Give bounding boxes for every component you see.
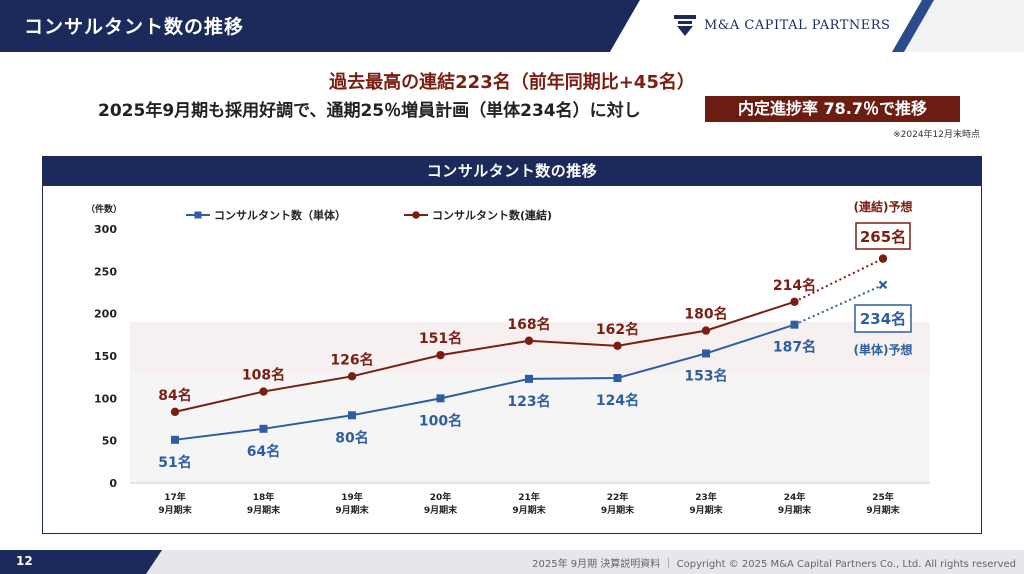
data-point (171, 435, 179, 444)
data-point (613, 341, 622, 351)
data-point (170, 407, 180, 417)
x-tick-label: 18年 9月期末 (247, 491, 281, 516)
data-point (436, 394, 445, 403)
data-label: 162名 (596, 321, 639, 338)
data-label: 124名 (596, 392, 639, 409)
data-point (259, 424, 268, 433)
legend-marker (194, 211, 202, 219)
data-point (347, 372, 357, 381)
x-tick-label: 23年 9月期末 (689, 491, 723, 516)
footer: 12 2025年 9月期 決算説明資料 ｜ Copyright © 2025 M… (0, 550, 1024, 574)
data-point (790, 297, 799, 307)
forecast-box-consolidated (855, 222, 911, 250)
forecast-annotation-consolidated: (連結)予想 (854, 199, 913, 214)
series-forecast-line (794, 257, 884, 303)
legend-label: コンサルタント数(連結) (432, 208, 552, 222)
data-label: 84名 (158, 387, 191, 404)
data-label: 151名 (419, 330, 462, 347)
data-point (613, 374, 622, 383)
headline: 過去最高の連結223名（前年同期比+45名） (329, 72, 695, 93)
x-tick-label: 17年 9月期末 (158, 491, 192, 516)
y-tick-label: 100 (94, 392, 117, 405)
plot-band-tint (130, 322, 930, 373)
logo-text: M&A CAPITAL PARTNERS (704, 17, 891, 33)
data-label: 108名 (242, 367, 285, 384)
y-tick-label: 50 (102, 435, 118, 448)
forecast-box-standalone (854, 304, 912, 333)
data-label: 64名 (247, 443, 280, 460)
page-title: コンサルタント数の推移 (24, 16, 245, 38)
logo-mark-icon (674, 15, 696, 36)
data-label: 187名 (773, 339, 816, 356)
data-label: 214名 (773, 277, 816, 294)
forecast-annotation-standalone: (単体)予想 (854, 342, 913, 357)
data-label: 168名 (507, 316, 550, 333)
top-bar (0, 0, 1024, 52)
data-label: 123名 (507, 393, 550, 410)
x-tick-label: 22年 9月期末 (601, 491, 635, 516)
data-point (878, 280, 888, 290)
series-line (174, 323, 795, 441)
data-label: 80名 (335, 429, 368, 446)
series-forecast-line (794, 283, 884, 326)
x-tick-label: 19年 9月期末 (335, 491, 369, 516)
data-label: 51名 (158, 454, 191, 471)
data-label-forecast-standalone: 234名 (860, 310, 906, 328)
y-tick-label: 150 (94, 350, 117, 363)
data-point (702, 349, 710, 358)
data-point (525, 374, 533, 383)
subline: 2025年9月期も採用好調で、通期25％増員計画（単体234名）に対し (98, 101, 641, 121)
y-tick-label: 300 (94, 223, 117, 236)
data-label: 126名 (330, 351, 373, 368)
x-tick-label: 24年 9月期末 (778, 491, 812, 516)
y-tick-label: 200 (94, 308, 117, 321)
x-tick-label: 20年 9月期末 (424, 491, 458, 516)
legend-marker (412, 211, 420, 219)
data-point (878, 254, 888, 263)
data-point (524, 336, 534, 345)
data-point (436, 350, 445, 360)
progress-highlight: 内定進捗率 78.7％で推移 (705, 96, 960, 122)
copyright-text: 2025年 9月期 決算説明資料 ｜ Copyright © 2025 M&A … (532, 559, 1016, 570)
as-of-note: ※2024年12月末時点 (893, 130, 980, 140)
data-point (348, 411, 356, 420)
data-point (790, 320, 799, 329)
company-logo: M&A CAPITAL PARTNERS (672, 12, 890, 38)
x-tick-label: 21年 9月期末 (512, 491, 546, 516)
series-line (174, 300, 795, 413)
data-label-forecast-consolidated: 265名 (860, 228, 906, 246)
data-label: 180名 (684, 306, 727, 323)
y-tick-label: 250 (94, 265, 117, 278)
data-point (259, 387, 268, 396)
page-number: 12 (16, 554, 33, 568)
legend-label: コンサルタント数（単体） (214, 208, 346, 222)
y-axis-label: （件数） (86, 203, 122, 215)
data-label: 100名 (419, 412, 462, 429)
chart-panel-title: コンサルタント数の推移 (42, 156, 982, 186)
y-tick-label: 0 (109, 477, 117, 490)
data-label: 153名 (684, 367, 727, 384)
x-tick-label: 25年 9月期末 (866, 491, 900, 516)
data-point (701, 326, 711, 335)
